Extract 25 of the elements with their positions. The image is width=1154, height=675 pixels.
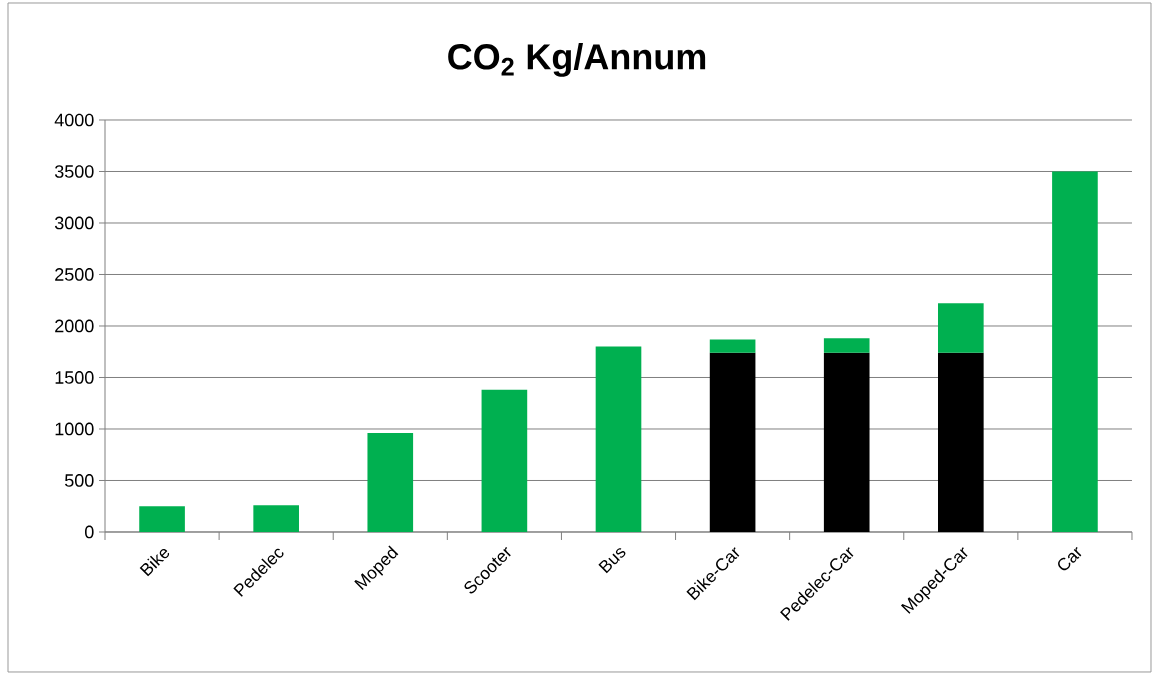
bar	[823, 338, 870, 353]
bar	[139, 506, 185, 532]
y-tick-label: 2000	[55, 319, 94, 333]
y-tick-label: 1000	[55, 422, 94, 436]
x-tick-label: Bus	[598, 548, 626, 574]
bar	[823, 352, 870, 532]
y-tick-label: 4000	[54, 113, 94, 127]
chart-title: CO$_{2}$ Kg/Annum	[448, 43, 706, 77]
y-tick-label: 2500	[55, 268, 94, 281]
x-tick-label: Bike	[139, 549, 170, 577]
bar	[253, 505, 299, 532]
bar	[709, 339, 756, 353]
bar	[1052, 171, 1098, 532]
y-tick-label: 3000	[54, 216, 94, 230]
y-tick-label: 500	[64, 474, 94, 487]
bar	[595, 346, 642, 532]
bar	[938, 303, 984, 353]
bar	[938, 352, 984, 532]
x-tick-label: Car	[1058, 546, 1082, 571]
y-tick-label: 1500	[55, 371, 94, 384]
bar	[481, 389, 528, 532]
bar	[367, 433, 414, 532]
y-tick-label: 0	[85, 525, 94, 539]
bar	[709, 352, 756, 532]
y-tick-label: 3500	[54, 165, 94, 178]
